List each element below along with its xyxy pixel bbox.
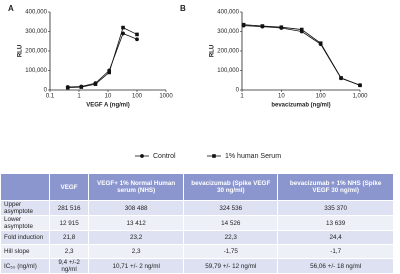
marker [339, 76, 343, 80]
marker [279, 25, 284, 30]
table-row: Fold induction 21,8 23,2 22,3 24,4 [0, 230, 394, 245]
table-cell: -1,75 [183, 244, 279, 259]
y-tick-label: 200,000 [25, 49, 47, 55]
table-cell: -1,7 [277, 244, 394, 259]
table-cell: 21,8 [49, 230, 90, 245]
table-cell: Lower asymptote [0, 215, 51, 231]
marker [121, 25, 125, 30]
table-cell: IC₅₀ (ng/ml) [0, 258, 51, 274]
marker [241, 22, 246, 27]
legend-label: Control [153, 153, 176, 160]
table-cell: 56,06 +/- 18 ng/ml [277, 258, 394, 274]
y-tick-label: 200,000 [217, 49, 239, 55]
marker [299, 27, 304, 32]
table-cell: 14 526 [183, 215, 279, 231]
marker [107, 70, 112, 75]
table-cell: Fold induction [0, 230, 51, 245]
y-axis-label: RLU [210, 45, 216, 57]
x-tick-label: 100 [132, 94, 143, 100]
table-row: Upper asymptote 281 516 308 488 324 536 335 … [0, 200, 394, 216]
y-tick-label: 300,000 [217, 29, 239, 35]
y-tick-label: 400,000 [217, 10, 239, 16]
table-cell: 9,4 +/-2 ng/ml [49, 258, 90, 274]
table-cell: 324 536 [183, 200, 279, 216]
y-tick-label: 100,000 [217, 68, 239, 74]
series-line [67, 27, 138, 89]
marker [135, 32, 139, 37]
table-cell: bevacizumab (Spike VEGF 30 ng/ml) [183, 173, 279, 201]
panel-label: A [8, 4, 14, 13]
marker [65, 85, 70, 90]
y-tick-label: 400,000 [25, 10, 47, 16]
marker [121, 31, 125, 36]
table-cell: bevacizumab + 1% NHS (Spike VEGF 30 ng/m… [277, 173, 394, 201]
table-cell: 22,3 [183, 230, 279, 245]
y-tick-label: 0 [236, 88, 240, 94]
x-tick-label: 100 [316, 94, 327, 100]
table-row: Lower asymptote 12 915 13 412 14 526 13 639 [0, 215, 394, 231]
table-cell: 13 639 [277, 215, 394, 231]
x-tick-label: 1,000 [352, 94, 368, 100]
marker [260, 24, 265, 28]
table-cell: 23,2 [88, 230, 185, 245]
marker [93, 82, 98, 86]
summary-table: VEGF VEGF+ 1% Normal Human serum (NHS) bev… [0, 173, 394, 274]
table-cell: 281 516 [49, 200, 90, 216]
marker [358, 83, 362, 88]
x-tick-label: 1 [77, 94, 81, 100]
header-row: VEGF VEGF+ 1% Normal Human serum (NHS) bev… [0, 173, 394, 201]
marker [79, 85, 84, 89]
table-cell: 308 488 [88, 200, 185, 216]
legend-marker [212, 154, 216, 158]
marker [318, 41, 323, 45]
table-cell: 12 915 [49, 215, 90, 231]
y-tick-label: 100,000 [25, 68, 47, 74]
series-line [67, 32, 138, 88]
table-cell: 13 412 [88, 215, 185, 231]
x-axis-label: bevacizumab (ng/ml) [271, 103, 330, 109]
table-cell: Hill slope [0, 244, 51, 259]
table-cell [0, 173, 51, 201]
marker [135, 37, 139, 42]
x-tick-label: 10 [278, 94, 285, 100]
table-cell: VEGF [49, 173, 90, 201]
panel-label: B [180, 4, 186, 13]
x-tick-label: 0.1 [46, 94, 55, 100]
table-cell: 335 370 [277, 200, 394, 216]
table-cell: VEGF+ 1% Normal Human serum (NHS) [88, 173, 185, 201]
table-cell: 24,4 [277, 230, 394, 245]
table-cell: 10,71 +/- 2 ng/ml [88, 258, 185, 274]
table-cell: Upper asymptote [0, 200, 51, 216]
x-tick-label: 10 [105, 94, 112, 100]
y-axis-label: RLU [18, 45, 24, 57]
legend-label: 1% human Serum [225, 153, 281, 160]
table-cell: 59,79 +/- 12 ng/ml [183, 258, 279, 274]
table-row: Hill slope 2,3 2,3 -1,75 -1,7 [0, 244, 394, 259]
y-tick-label: 0 [44, 88, 48, 94]
x-axis-label: VEGF A (ng/ml) [86, 103, 130, 109]
table-cell: 2,3 [49, 244, 90, 259]
legend-marker [140, 154, 144, 158]
table-cell: 2,3 [88, 244, 185, 259]
y-tick-label: 300,000 [25, 29, 47, 35]
x-tick-label: 1000 [159, 94, 173, 100]
table-row: IC₅₀ (ng/ml) 9,4 +/-2 ng/ml 10,71 +/- 2 ng… [0, 258, 394, 274]
x-tick-label: 1 [240, 94, 244, 100]
